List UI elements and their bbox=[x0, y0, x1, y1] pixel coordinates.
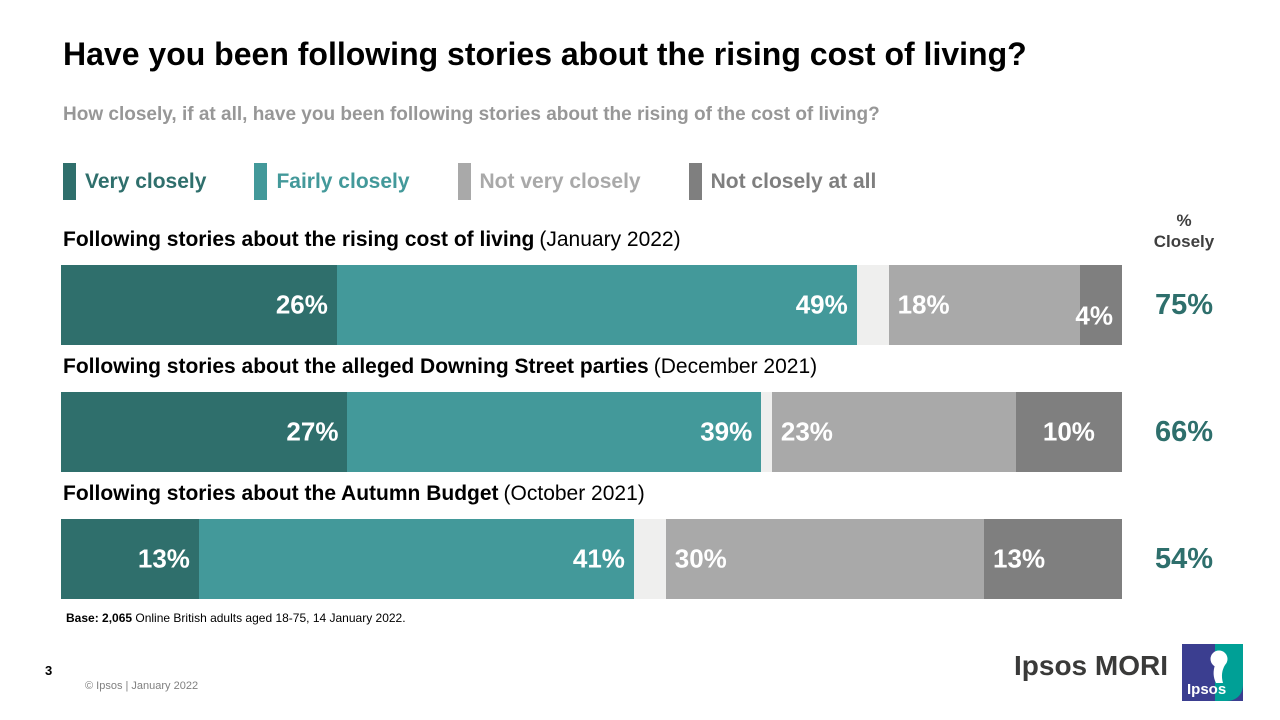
bar-segment-fairly-closely: 49% bbox=[336, 265, 857, 345]
legend-swatch-icon bbox=[63, 163, 76, 200]
bar-segment-label: 13% bbox=[993, 543, 1046, 574]
ipsos-logo: Ipsos bbox=[1182, 644, 1243, 701]
bar-segment-very-closely: 13% bbox=[61, 519, 199, 599]
legend-item: Not very closely bbox=[457, 163, 641, 200]
bar-segment-not-closely-at-all: 4% bbox=[1075, 265, 1122, 345]
legend-item-label: Not closely at all bbox=[710, 169, 877, 193]
chart-row: Following stories about the alleged Down… bbox=[61, 353, 1122, 472]
row-title-bold: Following stories about the rising cost … bbox=[63, 228, 535, 251]
base-note-regular: Online British adults aged 18-75, 14 Jan… bbox=[132, 611, 406, 625]
base-note-bold: Base: 2,065 bbox=[66, 611, 133, 625]
bar-segment-not-very-closely: 23% bbox=[771, 392, 1016, 472]
legend-item-label: Very closely bbox=[85, 169, 207, 193]
bar-segment-fairly-closely: 41% bbox=[198, 519, 634, 599]
bar-segment-label: 30% bbox=[674, 543, 727, 574]
row-title-note: (January 2022) bbox=[539, 228, 681, 251]
bar-segment-label: 27% bbox=[286, 416, 339, 447]
row-title-bold: Following stories about the Autumn Budge… bbox=[63, 482, 499, 505]
closely-total-value: 54% bbox=[1154, 543, 1214, 575]
closely-header-line1: % bbox=[1176, 211, 1192, 230]
bar-rows: Following stories about the rising cost … bbox=[61, 226, 1122, 607]
bar-segment-label: 49% bbox=[795, 289, 848, 320]
logo-label: Ipsos bbox=[1187, 681, 1226, 698]
bar-segment-not-very-closely: 30% bbox=[665, 519, 985, 599]
stacked-bar: 26% 49% 18% 4% bbox=[61, 265, 1122, 345]
base-note: Base: 2,065 Online British adults aged 1… bbox=[66, 611, 406, 625]
legend-swatch-icon bbox=[688, 163, 702, 200]
legend: Very closely Fairly closely Not very clo… bbox=[63, 163, 876, 200]
page-number: 3 bbox=[45, 663, 53, 678]
bar-segment-label: 39% bbox=[700, 416, 753, 447]
bar-segment-not-very-closely: 18% bbox=[888, 265, 1080, 345]
row-title: Following stories about the Autumn Budge… bbox=[63, 480, 1122, 508]
bar-segment-unshown-gap bbox=[761, 392, 772, 472]
logo-face-head bbox=[1210, 650, 1228, 668]
page-title: Have you been following stories about th… bbox=[63, 36, 1027, 72]
bar-segment-label: 10% bbox=[1042, 416, 1095, 447]
bar-segment-label: 23% bbox=[780, 416, 833, 447]
closely-total-value: 75% bbox=[1154, 289, 1214, 321]
legend-swatch-icon bbox=[254, 163, 268, 200]
row-title: Following stories about the rising cost … bbox=[63, 226, 1122, 254]
bar-segment-not-closely-at-all: 13% bbox=[984, 519, 1122, 599]
row-title: Following stories about the alleged Down… bbox=[63, 353, 1122, 381]
copyright-text: © Ipsos | January 2022 bbox=[85, 680, 199, 692]
bar-segment-very-closely: 27% bbox=[61, 392, 348, 472]
legend-swatch-icon bbox=[457, 163, 471, 200]
bar-segment-label: 26% bbox=[275, 289, 328, 320]
row-title-bold: Following stories about the alleged Down… bbox=[63, 355, 649, 378]
closely-values: 75% 66% 54% bbox=[1128, 226, 1240, 607]
bar-segment-very-closely: 26% bbox=[61, 265, 337, 345]
bar-segment-fairly-closely: 39% bbox=[347, 392, 762, 472]
bar-segment-unshown-gap bbox=[633, 519, 666, 599]
legend-item: Not closely at all bbox=[688, 163, 877, 200]
legend-item: Very closely bbox=[63, 163, 206, 200]
stacked-bar: 13% 41% 30% 13% bbox=[61, 519, 1122, 599]
closely-header-line2: Closely bbox=[1153, 232, 1215, 251]
logo-face-neck bbox=[1213, 665, 1225, 683]
chart-row: Following stories about the Autumn Budge… bbox=[61, 480, 1122, 599]
bar-segment-label: 13% bbox=[137, 543, 190, 574]
legend-item-label: Fairly closely bbox=[276, 169, 410, 193]
bar-segment-label: 18% bbox=[897, 289, 950, 320]
closely-total-value: 66% bbox=[1154, 416, 1214, 448]
stacked-bar: 27% 39% 23% 10% bbox=[61, 392, 1122, 472]
chart-row: Following stories about the rising cost … bbox=[61, 226, 1122, 345]
bar-segment-label: 41% bbox=[572, 543, 625, 574]
bar-segment-label: 4% bbox=[1075, 300, 1113, 331]
legend-item: Fairly closely bbox=[254, 163, 410, 200]
closely-column-header: % Closely bbox=[1128, 210, 1240, 252]
row-title-note: (December 2021) bbox=[653, 355, 818, 378]
subtitle: How closely, if at all, have you been fo… bbox=[63, 104, 880, 125]
brand-wordmark: Ipsos MORI bbox=[1013, 650, 1168, 681]
bar-segment-unshown-gap bbox=[856, 265, 889, 345]
row-title-note: (October 2021) bbox=[503, 482, 645, 505]
bar-segment-not-closely-at-all: 10% bbox=[1015, 392, 1122, 472]
legend-item-label: Not very closely bbox=[479, 169, 641, 193]
